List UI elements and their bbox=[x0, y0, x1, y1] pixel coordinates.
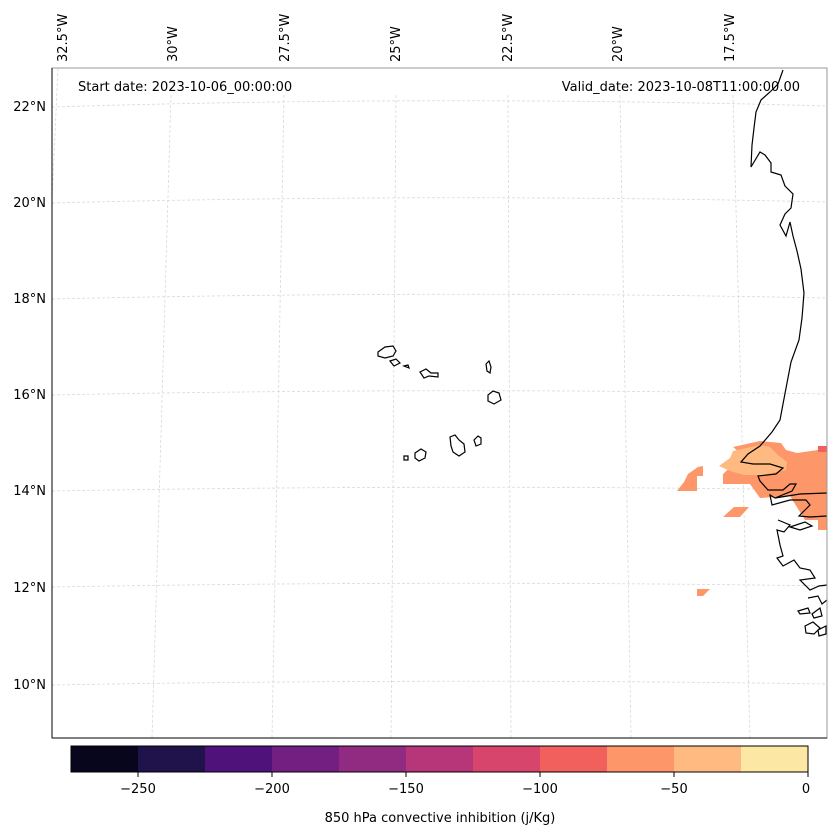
cin-patch-west bbox=[677, 466, 703, 491]
colorbar-segment bbox=[138, 746, 206, 772]
island-santo-antao bbox=[377, 345, 397, 359]
lon-label-25: 25°W bbox=[389, 26, 404, 62]
start-date-label: Start date: 2023-10-06_00:00:00 bbox=[78, 80, 292, 95]
colorbar-segment bbox=[741, 746, 809, 772]
colorbar-tick-label: −50 bbox=[660, 782, 687, 797]
gridline-lon-27-5 bbox=[271, 94, 285, 739]
colorbar-outline bbox=[70, 745, 809, 773]
coast-guinea bbox=[807, 595, 828, 605]
gridline-lat-12 bbox=[51, 582, 828, 588]
map-background bbox=[52, 68, 827, 738]
coast-gambia-river bbox=[774, 492, 828, 499]
colorbar-segment bbox=[540, 746, 608, 772]
map-panel: Start date: 2023-10-06_00:00:00 Valid_da… bbox=[13, 14, 828, 739]
island-sao-vicente bbox=[388, 358, 402, 367]
colorbar-tick-label: −150 bbox=[388, 782, 424, 797]
island-sao-nicolau bbox=[419, 368, 439, 379]
cin-patch-east bbox=[818, 446, 827, 452]
african-coastline bbox=[739, 69, 828, 518]
lat-label-16: 16°N bbox=[13, 388, 46, 403]
gridline-lon-32-5 bbox=[51, 67, 59, 201]
gridline-lon-30 bbox=[151, 94, 172, 739]
lat-label-22: 22°N bbox=[13, 100, 46, 115]
lat-label-20: 20°N bbox=[13, 196, 46, 211]
lon-label-32-5: 32.5°W bbox=[56, 14, 71, 62]
colorbar-tick-label: 0 bbox=[802, 782, 810, 797]
gridline-lat-14 bbox=[51, 486, 828, 492]
colorbar: −250 −200 −150 −100 −50 0 850 hPa convec… bbox=[70, 745, 810, 826]
gridline-lat-18 bbox=[51, 293, 828, 300]
gridline-lat-10 bbox=[51, 680, 828, 686]
lon-label-17-5: 17.5°W bbox=[723, 14, 738, 62]
colorbar-segment bbox=[473, 746, 541, 772]
latitude-labels: 22°N 20°N 18°N 16°N 14°N 12°N 10°N bbox=[13, 100, 46, 693]
lon-label-30: 30°W bbox=[166, 26, 181, 62]
cin-patch-south bbox=[723, 507, 749, 517]
island-brava bbox=[403, 455, 409, 461]
lat-label-14: 14°N bbox=[13, 484, 46, 499]
colorbar-segment bbox=[406, 746, 474, 772]
gridline-lon-25 bbox=[390, 94, 397, 739]
longitude-labels: 32.5°W 30°W 27.5°W 25°W 22.5°W 20°W 17.5… bbox=[56, 14, 738, 62]
island-santiago bbox=[449, 434, 466, 457]
island-sal bbox=[485, 359, 492, 375]
gridline-lat-16 bbox=[51, 390, 828, 396]
colorbar-label: 850 hPa convective inhibition (j/Kg) bbox=[325, 811, 556, 826]
colorbar-segment bbox=[71, 746, 139, 772]
lon-label-22-5: 22.5°W bbox=[501, 14, 516, 62]
colorbar-ticks: −250 −200 −150 −100 −50 0 bbox=[120, 772, 810, 797]
colorbar-segment bbox=[272, 746, 340, 772]
coast-islands-south bbox=[804, 621, 827, 637]
lon-label-27-5: 27.5°W bbox=[278, 14, 293, 62]
colorbar-segment bbox=[339, 746, 407, 772]
island-boa-vista bbox=[487, 390, 502, 405]
lat-label-18: 18°N bbox=[13, 292, 46, 307]
coast-guinea-bissau bbox=[776, 519, 828, 591]
island-santa-luzia bbox=[402, 364, 410, 370]
lon-label-20: 20°W bbox=[611, 26, 626, 62]
gridline-lon-20 bbox=[619, 94, 632, 739]
colorbar-segment bbox=[607, 746, 675, 772]
colorbar-tick-label: −100 bbox=[522, 782, 558, 797]
gridline-lon-22-5 bbox=[507, 94, 512, 739]
cin-patch-small bbox=[697, 589, 710, 596]
gridline-lat-22 bbox=[51, 100, 828, 108]
gridline-lon-17-5 bbox=[732, 94, 751, 739]
graticule bbox=[51, 67, 828, 739]
island-fogo bbox=[414, 448, 427, 462]
colorbar-segments bbox=[71, 746, 809, 772]
bijagos-islands bbox=[797, 606, 823, 619]
island-maio bbox=[473, 435, 482, 447]
cin-patch-light bbox=[719, 445, 787, 475]
coast-inlet-a bbox=[788, 521, 814, 531]
lat-label-10: 10°N bbox=[13, 678, 46, 693]
coastlines bbox=[377, 69, 828, 637]
lat-label-12: 12°N bbox=[13, 581, 46, 596]
colorbar-tick-label: −200 bbox=[254, 782, 290, 797]
gridline-lat-20 bbox=[51, 197, 828, 204]
colorbar-segment bbox=[205, 746, 273, 772]
colorbar-segment bbox=[674, 746, 742, 772]
valid-date-label: Valid_date: 2023-10-08T11:00:00.00 bbox=[562, 80, 800, 95]
colorbar-tick-label: −250 bbox=[120, 782, 156, 797]
